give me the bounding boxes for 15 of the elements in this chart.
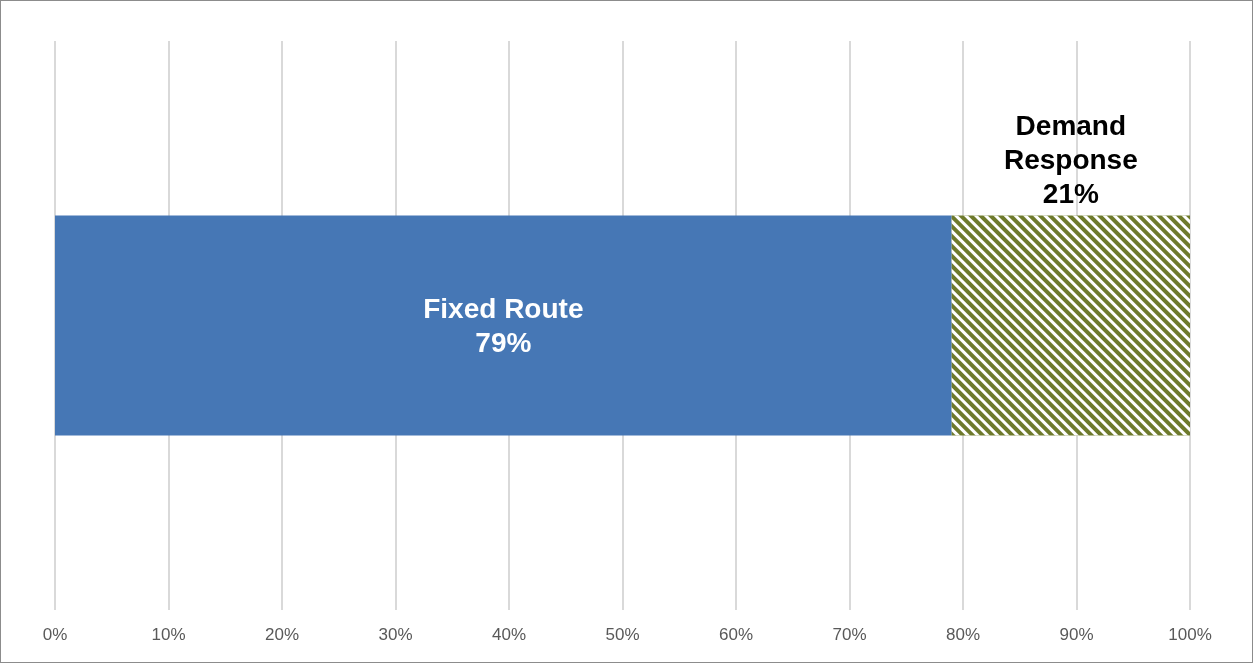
x-tick-label: 100% bbox=[1168, 625, 1212, 644]
x-tick-label: 20% bbox=[264, 625, 300, 644]
x-tick-label: 40% bbox=[491, 625, 527, 644]
series-label: Demand Response bbox=[1003, 110, 1138, 175]
x-tick-label: 70% bbox=[832, 625, 867, 644]
data-label: 21% bbox=[1042, 178, 1099, 209]
x-tick-label: 10% bbox=[151, 625, 186, 644]
x-tick-label: 50% bbox=[605, 625, 640, 644]
x-tick-label: 80% bbox=[945, 625, 981, 644]
x-tick-label: 30% bbox=[378, 625, 413, 644]
series-label: Fixed Route bbox=[423, 293, 584, 324]
x-tick-label: 90% bbox=[1059, 625, 1094, 644]
x-tick-label: 0% bbox=[42, 625, 68, 644]
data-label: 79% bbox=[475, 327, 532, 358]
x-tick-label: 60% bbox=[718, 625, 754, 644]
